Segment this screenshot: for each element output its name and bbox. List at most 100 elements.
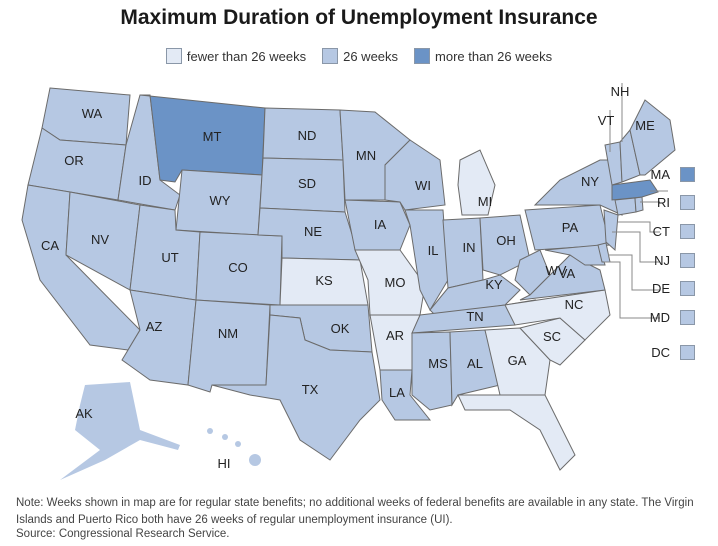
legend-item-fewer: fewer than 26 weeks: [165, 48, 307, 64]
callout-swatch: [680, 281, 695, 296]
svg-text:VT: VT: [598, 113, 615, 128]
svg-text:AZ: AZ: [146, 319, 163, 334]
svg-text:AL: AL: [467, 356, 483, 371]
note-text: Note: Weeks shown in map are for regular…: [16, 497, 694, 526]
svg-text:MI: MI: [478, 194, 492, 209]
svg-text:NM: NM: [218, 326, 238, 341]
callout-swatch: [680, 253, 695, 268]
callout-label: RI: [657, 195, 670, 210]
state-MS: [411, 331, 453, 411]
callout-label: DC: [651, 345, 670, 360]
svg-text:NV: NV: [91, 232, 109, 247]
state-NM: [187, 299, 271, 393]
state-IA: [344, 199, 411, 251]
callout-lines: [604, 83, 668, 319]
svg-text:MT: MT: [203, 129, 222, 144]
callout-MA: MA: [648, 167, 695, 182]
svg-text:KY: KY: [485, 277, 503, 292]
state-HI: [207, 428, 261, 466]
callout-label: CT: [652, 224, 670, 239]
state-ME: [629, 99, 676, 176]
svg-text:KS: KS: [315, 273, 333, 288]
legend: fewer than 26 weeks 26 weeks more than 2…: [0, 48, 718, 64]
svg-text:ID: ID: [139, 173, 152, 188]
state-MA: [611, 179, 659, 201]
svg-text:OR: OR: [64, 153, 84, 168]
svg-text:MS: MS: [428, 356, 448, 371]
callout-NJ: NJ: [648, 253, 695, 268]
callout-label: MD: [649, 310, 670, 325]
svg-text:OH: OH: [496, 233, 516, 248]
svg-text:WY: WY: [210, 193, 231, 208]
source-text: Source: Congressional Research Service.: [16, 528, 230, 540]
state-VA: [519, 254, 606, 301]
state-AL: [449, 329, 501, 407]
state-FL: [457, 394, 576, 471]
callout-label: MA: [650, 167, 671, 182]
state-labels: WA OR CA NV ID MT WY UT CO AZ NM ND SD N…: [41, 84, 655, 471]
callout-swatch: [680, 224, 695, 239]
svg-text:AR: AR: [386, 328, 404, 343]
svg-text:IN: IN: [463, 240, 476, 255]
callout-label: NJ: [654, 253, 670, 268]
callout-CT: CT: [648, 224, 695, 239]
svg-text:CO: CO: [228, 260, 248, 275]
svg-text:SC: SC: [543, 329, 561, 344]
callout-RI: RI: [648, 195, 695, 210]
legend-swatch: [322, 48, 339, 64]
svg-text:MO: MO: [385, 275, 406, 290]
callout-DC: DC: [648, 345, 695, 360]
callout-swatch: [680, 345, 695, 360]
state-WI: [384, 139, 446, 211]
svg-text:HI: HI: [218, 456, 231, 471]
state-SC: [519, 317, 586, 366]
callout-swatch: [680, 195, 695, 210]
state-MD: [544, 244, 606, 266]
state-GA: [484, 327, 551, 396]
legend-label: 26 weeks: [343, 48, 399, 64]
map-title: Maximum Duration of Unemployment Insuran…: [120, 6, 598, 29]
svg-text:CA: CA: [41, 238, 59, 253]
svg-text:TX: TX: [302, 382, 319, 397]
legend-item-26: 26 weeks: [322, 48, 398, 64]
svg-text:IL: IL: [428, 243, 439, 258]
state-CT: [614, 197, 637, 216]
svg-text:SD: SD: [298, 176, 316, 191]
callout-swatch: [680, 310, 695, 325]
legend-label: fewer than 26 weeks: [186, 48, 307, 64]
svg-text:NH: NH: [611, 84, 630, 99]
svg-text:MN: MN: [356, 148, 376, 163]
svg-text:LA: LA: [389, 385, 405, 400]
svg-text:ME: ME: [635, 118, 655, 133]
svg-text:NE: NE: [304, 224, 322, 239]
svg-text:OK: OK: [331, 321, 350, 336]
legend-item-more: more than 26 weeks: [414, 48, 552, 64]
callout-label: DE: [651, 281, 670, 296]
svg-text:VA: VA: [559, 266, 576, 281]
svg-text:WI: WI: [415, 178, 431, 193]
svg-text:ND: ND: [298, 128, 317, 143]
callout-MD: MD: [648, 310, 695, 325]
state-RI: [634, 196, 644, 213]
legend-label: more than 26 weeks: [435, 48, 553, 64]
state-TX: [211, 314, 381, 461]
svg-text:NC: NC: [565, 297, 584, 312]
legend-swatch: [414, 48, 431, 64]
svg-text:PA: PA: [562, 220, 579, 235]
callout-swatch: [680, 167, 695, 182]
state-OH: [479, 214, 531, 276]
svg-text:TN: TN: [466, 309, 483, 324]
callout-DE: DE: [648, 281, 695, 296]
svg-text:UT: UT: [161, 250, 178, 265]
svg-text:AK: AK: [75, 406, 93, 421]
svg-text:NY: NY: [581, 174, 599, 189]
state-NJ: [603, 209, 619, 252]
svg-text:WV: WV: [546, 263, 567, 278]
svg-text:IA: IA: [374, 217, 387, 232]
svg-text:GA: GA: [508, 353, 527, 368]
legend-swatch: [165, 48, 182, 64]
state-MI: [457, 149, 496, 216]
svg-text:WA: WA: [82, 106, 103, 121]
state-AK: [60, 382, 180, 480]
